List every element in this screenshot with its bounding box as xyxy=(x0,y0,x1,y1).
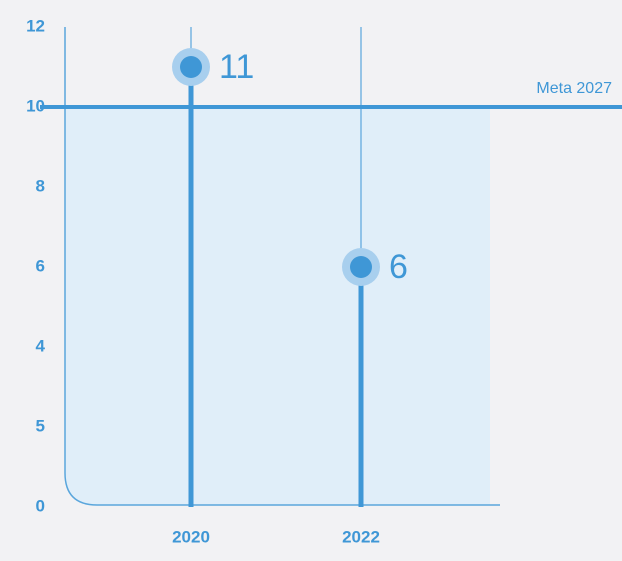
axis xyxy=(64,27,500,506)
x-tick-label: 2020 xyxy=(172,527,210,546)
y-tick-label: 0 xyxy=(36,496,45,515)
y-tick-label: 4 xyxy=(36,336,46,355)
target-label: Meta 2027 xyxy=(536,80,612,97)
marker xyxy=(180,56,202,78)
y-tick-label: 8 xyxy=(36,176,45,195)
marker xyxy=(350,256,372,278)
y-tick-label: 10 xyxy=(26,96,45,115)
data-label: 6 xyxy=(389,248,408,286)
x-tick-label: 2022 xyxy=(342,527,380,546)
data-label: 11 xyxy=(219,48,254,86)
target-area xyxy=(65,107,490,505)
y-tick-label: 5 xyxy=(36,416,45,435)
y-tick-label: 12 xyxy=(26,16,45,35)
y-tick-label: 6 xyxy=(36,256,45,275)
